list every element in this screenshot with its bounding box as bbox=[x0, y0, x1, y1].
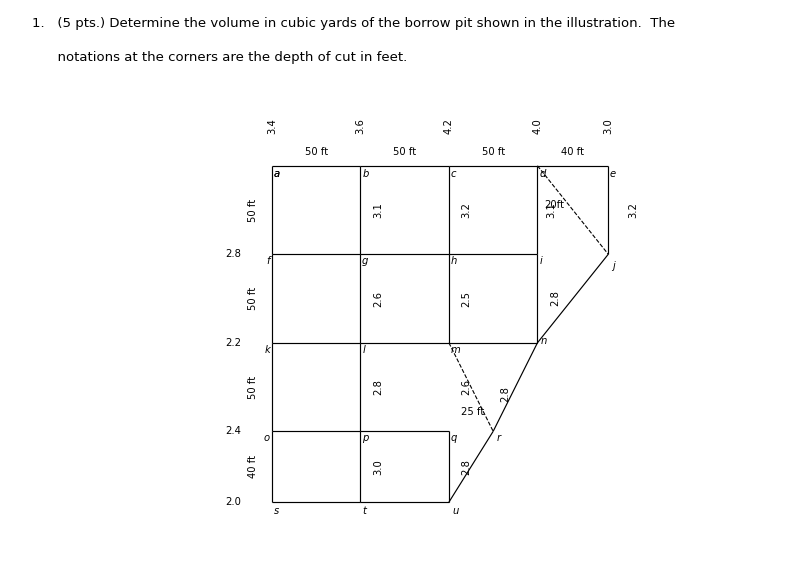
Text: 2.8: 2.8 bbox=[501, 386, 510, 402]
Text: i: i bbox=[539, 256, 542, 266]
Text: 3.0: 3.0 bbox=[373, 459, 383, 475]
Text: 50 ft: 50 ft bbox=[393, 147, 416, 157]
Text: 3.2: 3.2 bbox=[462, 202, 471, 218]
Text: 25 ft: 25 ft bbox=[462, 407, 484, 417]
Text: c: c bbox=[450, 169, 456, 179]
Text: m: m bbox=[450, 345, 460, 355]
Text: 40 ft: 40 ft bbox=[248, 455, 258, 478]
Text: 3.1: 3.1 bbox=[547, 202, 556, 218]
Text: 2.8: 2.8 bbox=[373, 379, 383, 395]
Text: 2.8: 2.8 bbox=[225, 249, 241, 259]
Text: h: h bbox=[450, 256, 457, 266]
Text: 3.4: 3.4 bbox=[266, 118, 277, 134]
Text: 40 ft: 40 ft bbox=[561, 147, 584, 157]
Text: 50 ft: 50 ft bbox=[248, 376, 258, 399]
Text: 50 ft: 50 ft bbox=[482, 147, 505, 157]
Text: q: q bbox=[450, 433, 457, 443]
Text: k: k bbox=[264, 345, 270, 355]
Text: 2.6: 2.6 bbox=[373, 291, 383, 306]
Text: 2.5: 2.5 bbox=[462, 291, 471, 306]
Text: s: s bbox=[274, 506, 279, 516]
Text: 3.0: 3.0 bbox=[603, 118, 613, 134]
Text: 2.8: 2.8 bbox=[550, 291, 561, 306]
Text: 50 ft: 50 ft bbox=[248, 287, 258, 310]
Text: 3.2: 3.2 bbox=[628, 202, 638, 218]
Text: u: u bbox=[453, 506, 458, 516]
Text: a: a bbox=[274, 169, 279, 179]
Text: 2.0: 2.0 bbox=[225, 497, 241, 507]
Text: p: p bbox=[362, 433, 369, 443]
Text: a: a bbox=[274, 169, 279, 179]
Text: 2.8: 2.8 bbox=[462, 459, 471, 475]
Text: d: d bbox=[539, 169, 546, 179]
Text: 2.2: 2.2 bbox=[225, 338, 241, 348]
Text: 2.4: 2.4 bbox=[225, 426, 241, 436]
Text: t: t bbox=[362, 506, 366, 516]
Text: 50 ft: 50 ft bbox=[248, 198, 258, 222]
Text: j: j bbox=[612, 261, 615, 271]
Text: r: r bbox=[497, 433, 501, 443]
Text: g: g bbox=[362, 256, 369, 266]
Text: 50 ft: 50 ft bbox=[305, 147, 328, 157]
Text: 3.1: 3.1 bbox=[373, 202, 383, 218]
Text: notations at the corners are the depth of cut in feet.: notations at the corners are the depth o… bbox=[32, 51, 407, 64]
Text: 3.6: 3.6 bbox=[356, 118, 365, 134]
Text: e: e bbox=[610, 169, 616, 179]
Text: 4.2: 4.2 bbox=[444, 118, 454, 134]
Text: b: b bbox=[362, 169, 369, 179]
Text: f: f bbox=[266, 256, 270, 266]
Text: 1.   (5 pts.) Determine the volume in cubic yards of the borrow pit shown in the: 1. (5 pts.) Determine the volume in cubi… bbox=[32, 17, 676, 30]
Text: 2.6: 2.6 bbox=[462, 379, 471, 395]
Text: l: l bbox=[362, 345, 364, 355]
Text: o: o bbox=[264, 433, 270, 443]
Text: n: n bbox=[541, 336, 548, 346]
Text: 20ft: 20ft bbox=[544, 200, 565, 209]
Text: 4.0: 4.0 bbox=[532, 118, 543, 134]
